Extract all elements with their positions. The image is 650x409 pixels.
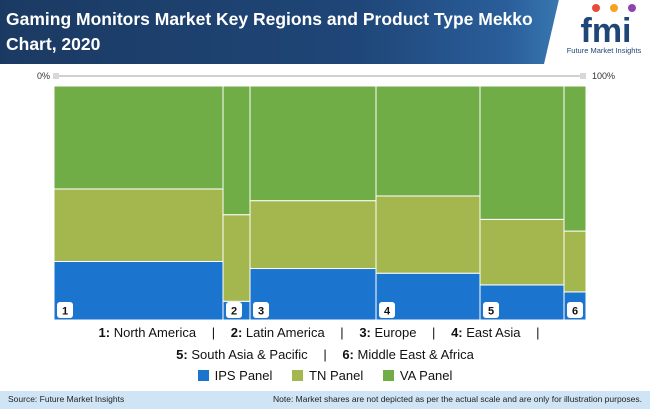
bar-segment-va-panel-col-3 <box>249 85 377 202</box>
region-separator: | <box>432 325 436 340</box>
legend-label-ips: IPS Panel <box>214 368 273 383</box>
bar-segment-tn-panel-col-6 <box>563 230 587 293</box>
bar-segment-ips-panel-col-3 <box>249 268 377 321</box>
bar-segment-tn-panel-col-1 <box>53 188 224 262</box>
mekko-columns <box>53 85 587 321</box>
category-badge-1 <box>57 302 73 318</box>
bar-segment-tn-panel-col-3 <box>249 200 377 270</box>
axis-min-label: 0% <box>37 71 50 81</box>
category-label-5: 5 <box>488 306 494 318</box>
region-name: Europe <box>374 325 417 340</box>
header-banner: Gaming Monitors Market Key Regions and P… <box>0 0 650 64</box>
bar-segment-va-panel-col-4 <box>375 85 481 197</box>
category-label-4: 4 <box>384 306 391 318</box>
region-num: 3: <box>359 325 371 340</box>
region-num: 6: <box>342 347 354 362</box>
region-name: Middle East & Africa <box>357 347 474 362</box>
region-num: 1: <box>98 325 111 340</box>
region-separator: | <box>340 325 344 340</box>
category-badge-2 <box>226 302 242 318</box>
region-num: 4: <box>451 325 463 340</box>
region-key-item: 1: North America <box>99 325 197 340</box>
note-text: Note: Market shares are not depicted as … <box>272 394 642 404</box>
category-label-6: 6 <box>572 306 578 318</box>
source-text: Source: Future Market Insights <box>8 394 125 404</box>
bar-segment-tn-panel-col-4 <box>375 195 481 274</box>
axis-end-marker <box>580 73 586 79</box>
legend-swatch-va <box>382 370 394 381</box>
bar-segment-va-panel-col-1 <box>53 85 224 190</box>
category-label-1: 1 <box>62 306 68 318</box>
region-key-row-1: 1: North America | 2: Latin America | 3:… <box>0 322 650 344</box>
footer-bar: Source: Future Market Insights Note: Mar… <box>0 391 650 409</box>
axis-max-label: 100% <box>592 71 615 81</box>
legend-label-tn: TN Panel <box>309 368 364 383</box>
bar-segment-va-panel-col-5 <box>479 85 565 220</box>
legend-swatch-ips <box>197 370 209 381</box>
bar-segment-va-panel-col-6 <box>563 85 587 232</box>
category-label-3: 3 <box>258 306 264 318</box>
fmi-logo-mark: fmi <box>581 4 636 46</box>
region-name: East Asia <box>466 325 521 340</box>
legend-swatch-tn <box>292 370 304 381</box>
bar-segment-ips-panel-col-1 <box>53 261 224 321</box>
category-badge-4 <box>379 302 395 318</box>
fmi-logo: fmi Future Market Insights <box>544 0 650 64</box>
region-name: North America <box>113 325 197 340</box>
region-key-item: 3: Europe <box>359 325 416 340</box>
legend: IPS Panel TN Panel VA Panel <box>0 368 650 384</box>
legend-item-ips: IPS Panel <box>197 368 273 383</box>
region-key-item: 4: East Asia <box>451 325 520 340</box>
region-num: 2: <box>230 325 243 340</box>
legend-item-va: VA Panel <box>382 368 453 383</box>
region-separator: | <box>536 325 540 340</box>
region-key-row-2: 5: South Asia & Pacific | 6: Middle East… <box>0 344 650 366</box>
legend-label-va: VA Panel <box>399 368 453 383</box>
category-badge-5 <box>483 302 499 318</box>
category-badge-3 <box>253 302 269 318</box>
bar-segment-tn-panel-col-5 <box>479 218 565 286</box>
legend-item-tn: TN Panel <box>292 368 363 383</box>
region-num: 5: <box>176 347 188 362</box>
region-name: South Asia & Pacific <box>191 347 308 362</box>
region-name: Latin America <box>245 325 325 340</box>
chart-title: Gaming Monitors Market Key Regions and P… <box>6 9 533 54</box>
category-label-2: 2 <box>231 306 237 318</box>
region-key-item: 6: Middle East & Africa <box>342 347 474 362</box>
region-separator: | <box>323 347 327 362</box>
axis-start-marker <box>53 73 59 79</box>
bar-segment-tn-panel-col-2 <box>222 214 251 302</box>
mekko-chart: 0% 100% 1 2 3 4 5 6 <box>37 71 615 321</box>
category-number-labels: 1 2 3 4 5 6 <box>57 302 583 318</box>
region-key-item: 2: Latin America <box>231 325 325 340</box>
region-separator: | <box>211 325 216 340</box>
category-badge-6 <box>567 302 583 318</box>
region-key-item: 5: South Asia & Pacific <box>176 347 308 362</box>
bar-segment-va-panel-col-2 <box>222 85 251 216</box>
region-key: 1: North America | 2: Latin America | 3:… <box>0 322 650 366</box>
logo-subtitle: Future Market Insights <box>566 46 642 55</box>
logo-text: fmi <box>581 12 632 46</box>
